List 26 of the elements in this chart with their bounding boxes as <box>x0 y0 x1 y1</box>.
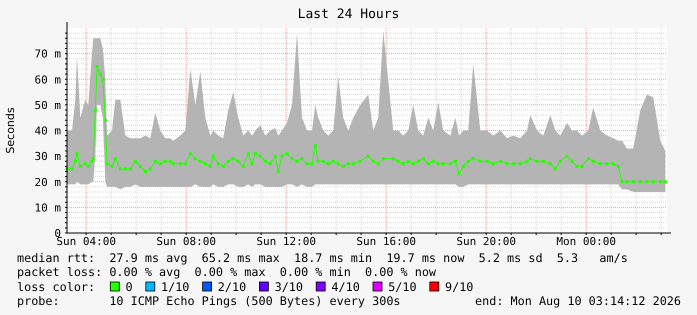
legend-label: 0 <box>126 280 133 294</box>
y-tick-label: 40 m <box>34 124 62 138</box>
x-tick-label: Mon 00:00 <box>556 235 616 248</box>
x-tick-label: Sun 08:00 <box>156 235 216 248</box>
legend-label: 2/10 <box>218 280 246 294</box>
y-tick-label: 20 m <box>34 176 62 189</box>
x-tick-label: Sun 20:00 <box>456 235 516 248</box>
y-tick-label: 70 m <box>34 48 62 61</box>
y-axis-title: Seconds <box>4 107 17 154</box>
y-tick-label: 60 m <box>34 73 62 86</box>
text: end: Mon Aug 10 03:14:12 2026 <box>475 294 681 308</box>
text: packet loss: 0.00 % avg 0.00 % max 0.00 % min 0.00 % now <box>17 265 437 279</box>
legend-label: 5/10 <box>388 280 417 294</box>
legend-label: 4/10 <box>331 280 360 294</box>
x-tick-label: Sun 16:00 <box>356 235 416 248</box>
text: median rtt: 27.9 ms avg 65.2 ms max 18.7 ms min 19.7 ms now 5.2 ms sd 5.3 am/s <box>17 251 628 265</box>
legend-label: 3/10 <box>274 280 304 294</box>
x-tick-label: Sun 12:00 <box>256 235 316 248</box>
legend-label: 9/10 <box>445 280 474 294</box>
chart-title: Last 24 Hours <box>298 7 400 22</box>
y-tick-label: 50 m <box>34 98 62 112</box>
y-tick-label: 30 m <box>34 150 62 164</box>
text: probe: 10 ICMP Echo Pings (500 Bytes) every 300s <box>17 294 401 308</box>
legend-title: loss color: <box>17 280 96 294</box>
legend-label: 1/10 <box>161 280 190 294</box>
y-tick-label: 10 m <box>34 201 62 214</box>
